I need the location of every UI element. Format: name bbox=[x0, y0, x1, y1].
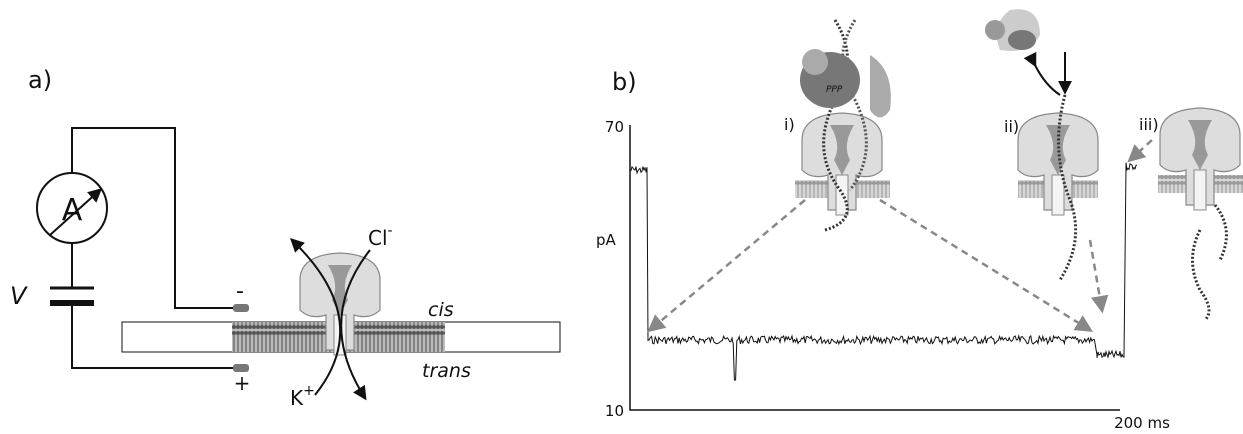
x-label: 200 ms bbox=[1114, 414, 1170, 430]
ion-label: K+ bbox=[290, 383, 315, 410]
cis-label: cis bbox=[428, 299, 454, 321]
state-label: iii) bbox=[1139, 115, 1159, 134]
phosphate-label: PPP bbox=[826, 85, 843, 95]
dna bbox=[1193, 230, 1210, 320]
enzyme bbox=[870, 55, 891, 118]
figure: a) A V - + Cl- K+ cis trans b) 70 10 pA … bbox=[0, 0, 1243, 430]
y-label-bottom: 10 bbox=[605, 402, 624, 420]
dashed-arrow bbox=[880, 200, 1090, 330]
dashed-arrow bbox=[1090, 240, 1102, 310]
y-label-top: 70 bbox=[605, 118, 624, 136]
enzyme bbox=[802, 49, 828, 75]
ion-charge: + bbox=[303, 383, 315, 399]
pore bbox=[1160, 108, 1240, 210]
arrow bbox=[1035, 65, 1060, 95]
dashed-arrow bbox=[1130, 140, 1152, 160]
ion-name: K bbox=[290, 386, 304, 410]
dna bbox=[1215, 205, 1226, 260]
state-label: i) bbox=[784, 115, 795, 134]
ion-charge: - bbox=[388, 223, 393, 239]
panel-label: a) bbox=[28, 66, 52, 94]
state-label: ii) bbox=[1004, 117, 1019, 136]
voltage-label: V bbox=[10, 282, 28, 310]
ion-name: Cl bbox=[368, 226, 388, 250]
ion-label: Cl- bbox=[368, 223, 393, 250]
trans-label: trans bbox=[422, 360, 471, 382]
electrode bbox=[233, 304, 249, 312]
panel-label: b) bbox=[612, 68, 637, 96]
enzyme bbox=[985, 20, 1005, 40]
minus-label: - bbox=[236, 279, 244, 304]
y-unit: pA bbox=[596, 231, 617, 249]
dashed-arrow bbox=[650, 200, 805, 330]
plus-label: + bbox=[234, 371, 251, 395]
enzyme bbox=[1008, 30, 1036, 50]
pore bbox=[802, 113, 882, 215]
